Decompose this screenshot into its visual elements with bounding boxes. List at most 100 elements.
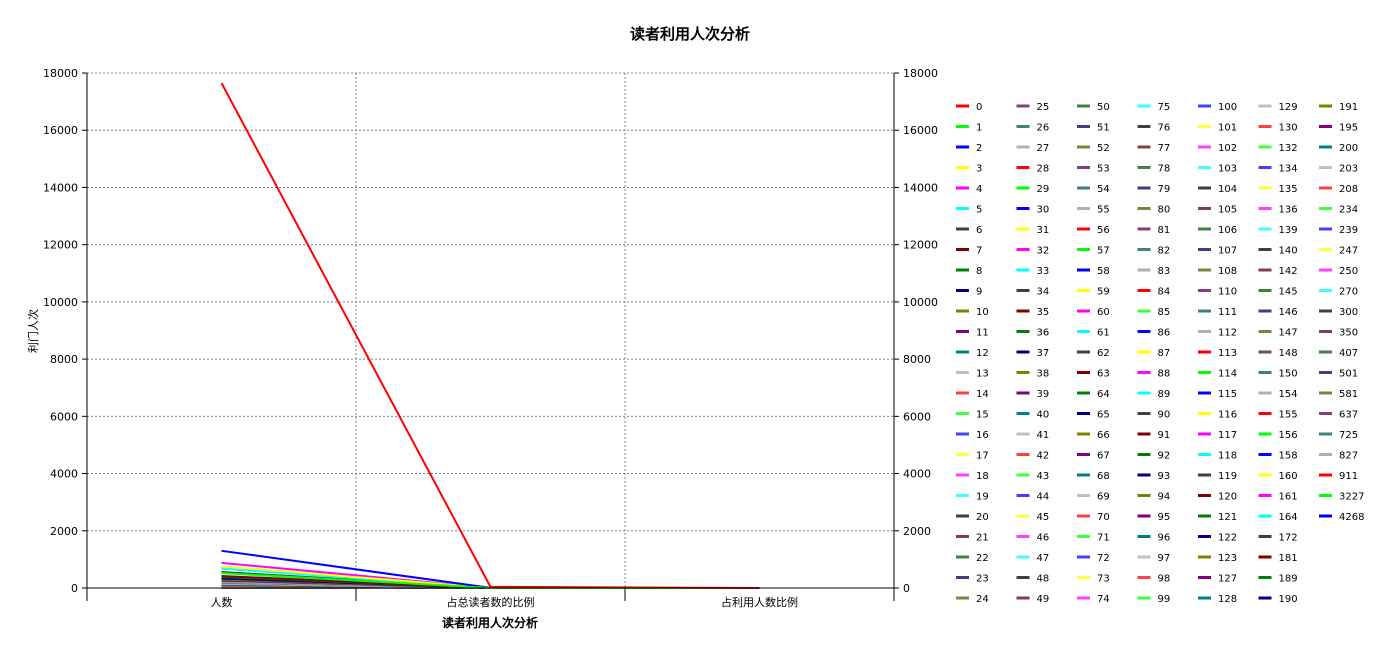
y2-tick-label: 0 xyxy=(903,582,910,595)
legend-item-19: 19 xyxy=(956,492,989,503)
legend-label: 270 xyxy=(1339,287,1358,298)
legend-item-5: 5 xyxy=(956,205,982,216)
legend-label: 120 xyxy=(1218,492,1237,503)
legend-item-50: 50 xyxy=(1077,102,1110,113)
legend-item-1: 1 xyxy=(956,123,982,134)
legend-item-581: 581 xyxy=(1319,389,1358,400)
legend-item-4: 4 xyxy=(956,184,982,195)
legend-label: 70 xyxy=(1097,512,1110,523)
series-layer xyxy=(220,82,760,589)
legend-label: 100 xyxy=(1218,102,1237,113)
legend-item-9: 9 xyxy=(956,287,982,298)
legend-label: 172 xyxy=(1279,533,1298,544)
legend-item-172: 172 xyxy=(1258,533,1298,544)
legend-label: 119 xyxy=(1218,471,1237,482)
legend-item-60: 60 xyxy=(1077,307,1110,318)
legend-label: 44 xyxy=(1037,492,1050,503)
legend-label: 14 xyxy=(976,389,989,400)
legend-item-49: 49 xyxy=(1016,594,1049,605)
legend-item-35: 35 xyxy=(1016,307,1050,318)
legend-label: 10 xyxy=(976,307,989,318)
legend-item-156: 156 xyxy=(1258,430,1298,441)
legend-label: 13 xyxy=(976,369,989,380)
legend-item-247: 247 xyxy=(1319,246,1358,257)
legend-item-45: 45 xyxy=(1016,512,1049,523)
legend-label: 91 xyxy=(1158,430,1171,441)
legend-item-10: 10 xyxy=(956,307,989,318)
legend-item-30: 30 xyxy=(1016,205,1049,216)
legend-item-24: 24 xyxy=(956,594,989,605)
legend-label: 637 xyxy=(1339,410,1358,421)
legend-item-81: 81 xyxy=(1137,225,1170,236)
legend-label: 87 xyxy=(1158,348,1171,359)
legend-label: 50 xyxy=(1097,102,1110,113)
legend-label: 581 xyxy=(1339,389,1358,400)
legend-item-195: 195 xyxy=(1319,123,1358,134)
legend-label: 200 xyxy=(1339,143,1358,154)
legend-item-99: 99 xyxy=(1137,594,1170,605)
legend-item-7: 7 xyxy=(956,246,982,257)
legend-item-71: 71 xyxy=(1077,533,1110,544)
legend-label: 129 xyxy=(1279,102,1298,113)
legend-label: 60 xyxy=(1097,307,1110,318)
legend-label: 28 xyxy=(1037,164,1050,175)
legend-label: 145 xyxy=(1279,287,1298,298)
legend-label: 208 xyxy=(1339,184,1358,195)
legend-item-22: 22 xyxy=(956,553,989,564)
legend-item-117: 117 xyxy=(1198,430,1237,441)
legend-item-64: 64 xyxy=(1077,389,1110,400)
y2-tick-label: 16000 xyxy=(903,124,938,137)
axes-layer: 0 2000 4000 6000 8000 10000 12000 14000 16000 180… xyxy=(43,67,938,609)
legend-item-2: 2 xyxy=(956,143,982,154)
legend-label: 32 xyxy=(1037,246,1050,257)
legend-label: 41 xyxy=(1037,430,1050,441)
legend-item-65: 65 xyxy=(1077,410,1110,421)
legend-item-21: 21 xyxy=(956,533,989,544)
legend-item-55: 55 xyxy=(1077,205,1110,216)
legend-label: 72 xyxy=(1097,553,1110,564)
legend-item-12: 12 xyxy=(956,348,989,359)
legend-label: 85 xyxy=(1158,307,1171,318)
legend-label: 134 xyxy=(1279,164,1298,175)
y2-tick-label: 12000 xyxy=(903,239,938,252)
legend-label: 34 xyxy=(1037,287,1050,298)
legend-item-87: 87 xyxy=(1137,348,1171,359)
legend-item-41: 41 xyxy=(1016,430,1050,441)
legend-label: 117 xyxy=(1218,430,1237,441)
legend-label: 62 xyxy=(1097,348,1110,359)
legend-item-80: 80 xyxy=(1137,205,1170,216)
legend-label: 86 xyxy=(1158,328,1171,339)
legend-label: 725 xyxy=(1339,430,1358,441)
legend-label: 92 xyxy=(1158,451,1171,462)
legend-label: 156 xyxy=(1279,430,1298,441)
legend-item-203: 203 xyxy=(1319,164,1358,175)
legend-item-148: 148 xyxy=(1258,348,1298,359)
legend-item-140: 140 xyxy=(1258,246,1298,257)
legend-label: 84 xyxy=(1158,287,1171,298)
legend-label: 189 xyxy=(1279,574,1298,585)
y-tick-label: 0 xyxy=(71,582,78,595)
legend-label: 35 xyxy=(1037,307,1050,318)
legend-label: 350 xyxy=(1339,328,1358,339)
legend-item-76: 76 xyxy=(1137,123,1170,134)
legend-item-146: 146 xyxy=(1258,307,1298,318)
legend-label: 33 xyxy=(1037,266,1050,277)
legend-item-56: 56 xyxy=(1077,225,1110,236)
legend-item-190: 190 xyxy=(1258,594,1298,605)
y-tick-label: 14000 xyxy=(43,181,78,194)
legend-label: 139 xyxy=(1279,225,1298,236)
legend-label: 118 xyxy=(1218,451,1237,462)
legend-label: 93 xyxy=(1158,471,1171,482)
y2-tick-label: 2000 xyxy=(903,525,931,538)
legend-label: 94 xyxy=(1158,492,1171,503)
legend-item-106: 106 xyxy=(1198,225,1237,236)
legend-label: 164 xyxy=(1279,512,1298,523)
legend-item-114: 114 xyxy=(1198,369,1237,380)
legend-item-104: 104 xyxy=(1198,184,1237,195)
legend-label: 1 xyxy=(976,123,982,134)
y-tick-label: 18000 xyxy=(43,67,78,80)
legend-item-97: 97 xyxy=(1137,553,1170,564)
legend-item-20: 20 xyxy=(956,512,989,523)
legend-label: 64 xyxy=(1097,389,1110,400)
legend-label: 122 xyxy=(1218,533,1237,544)
